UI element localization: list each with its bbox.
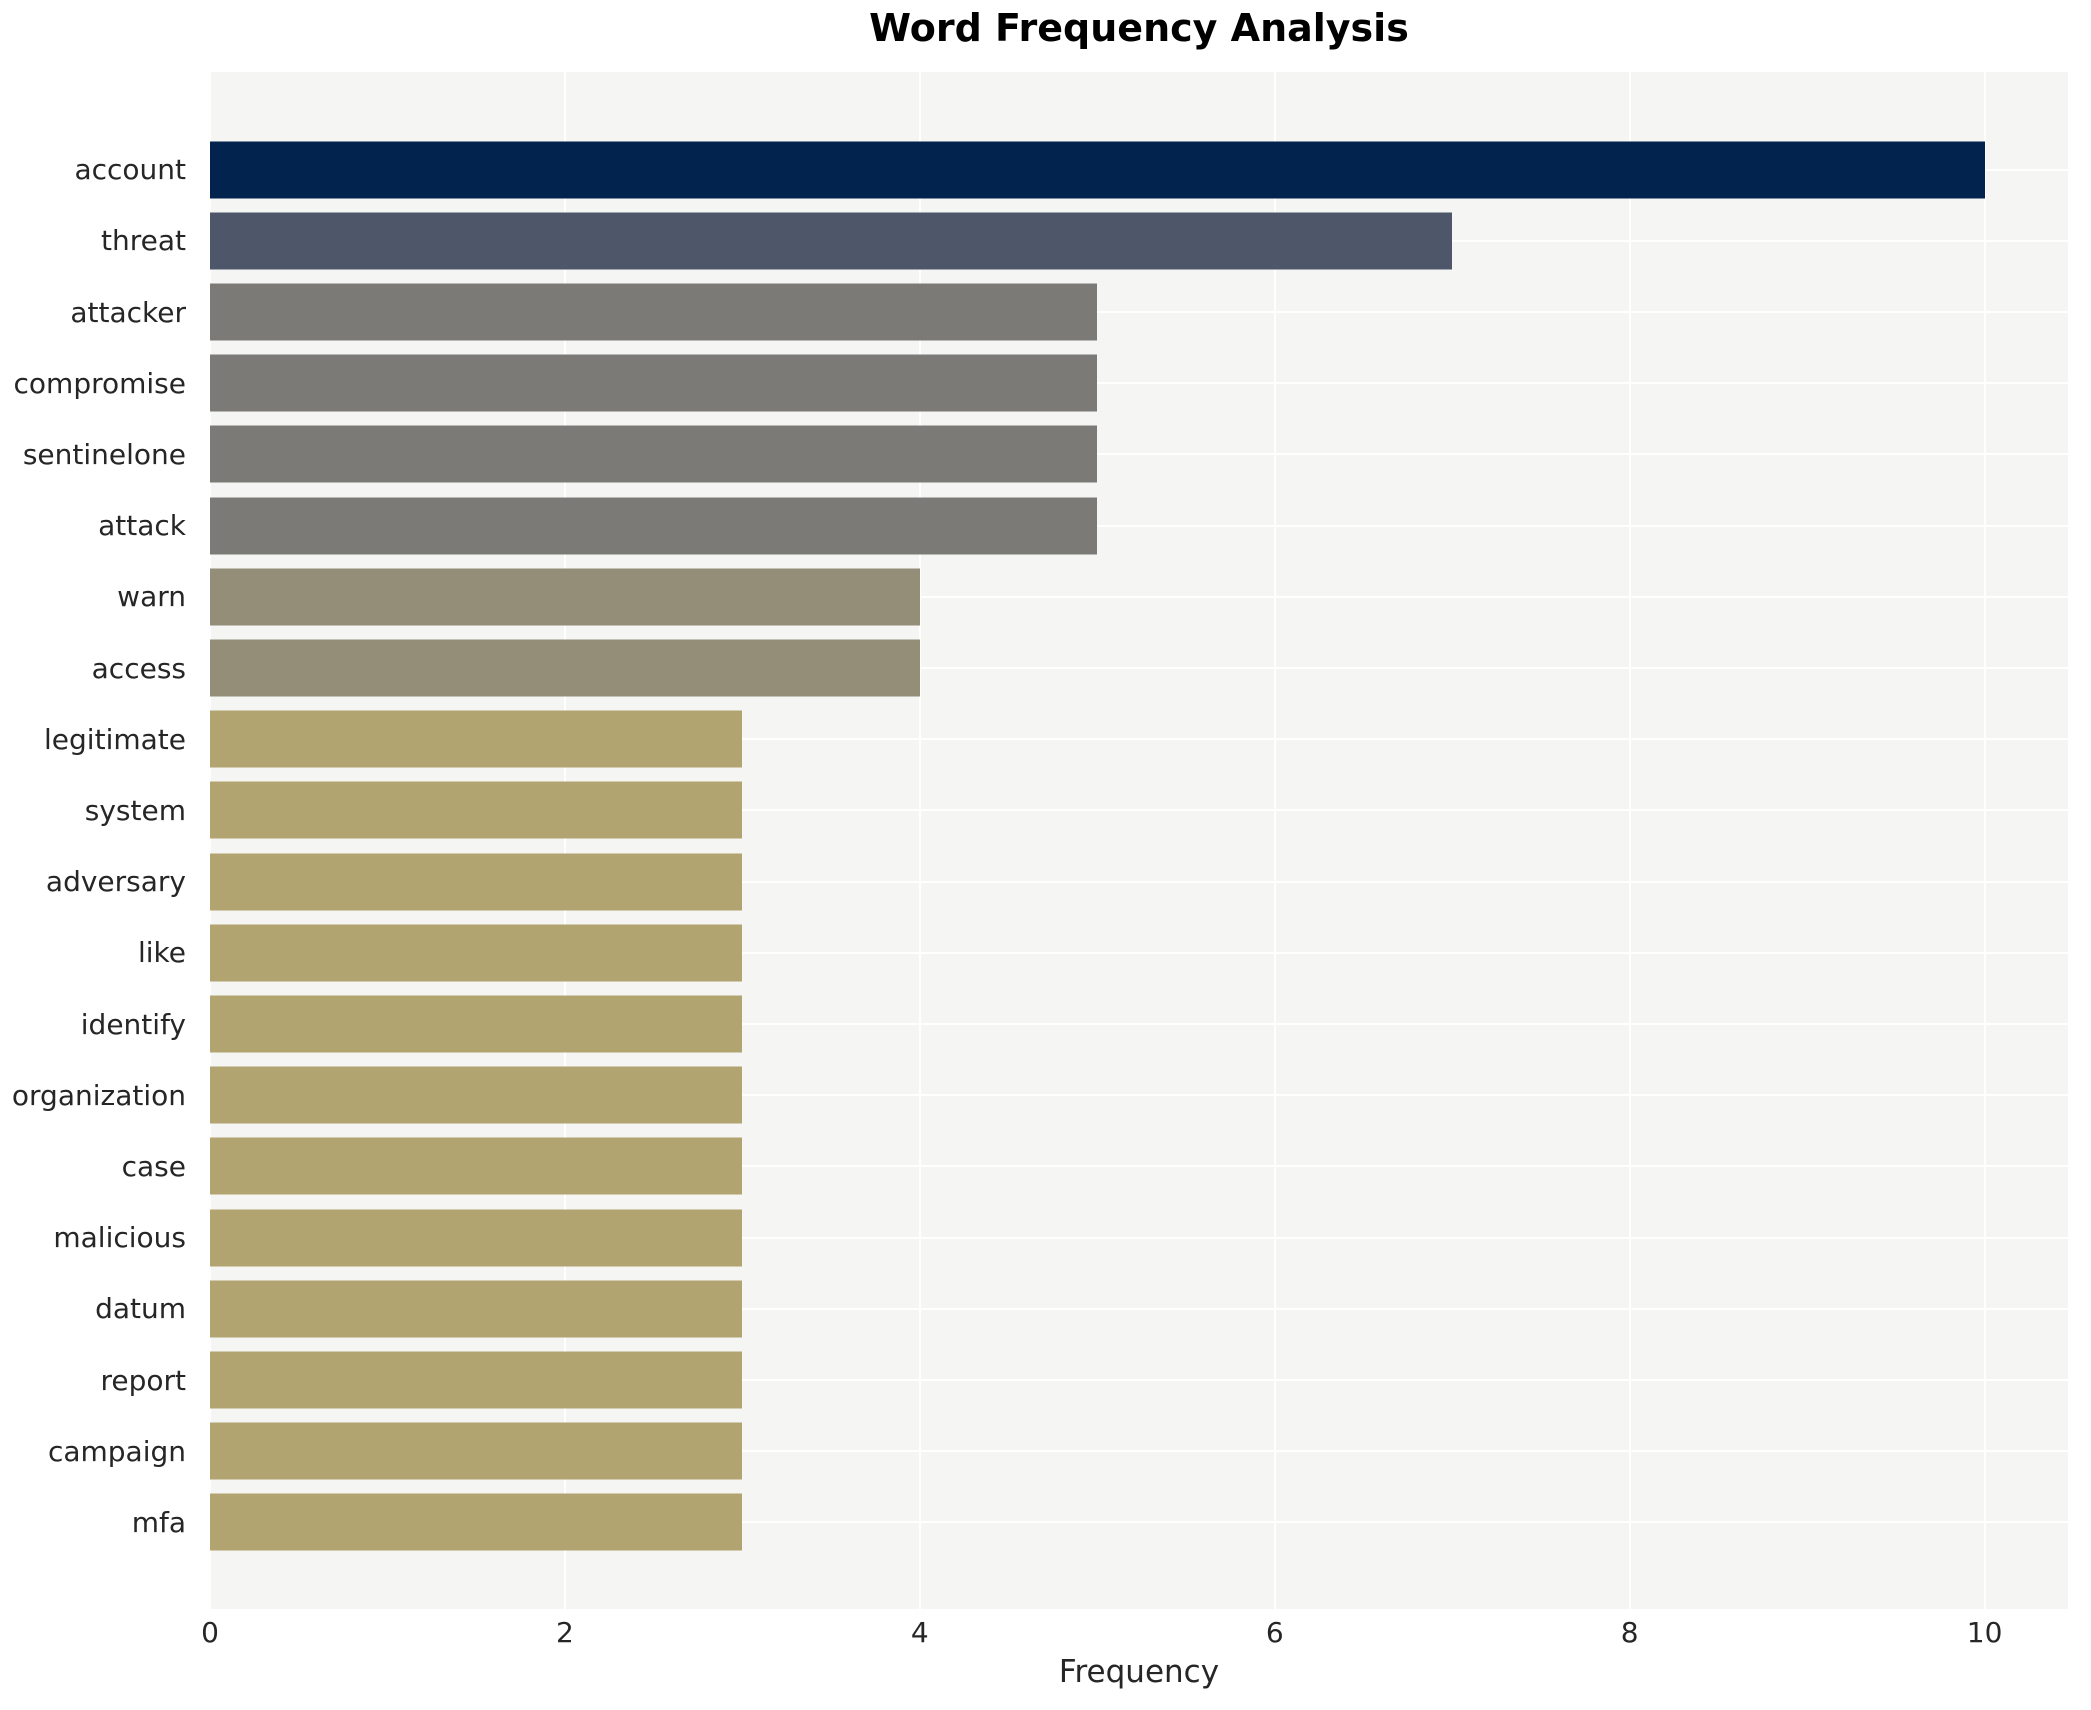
category-label: case (121, 1149, 186, 1183)
x-tick-label: 8 (1620, 1616, 1639, 1649)
category-label: attack (98, 509, 186, 543)
grid-vline (209, 72, 211, 1609)
grid-vline (918, 72, 921, 1609)
category-label: organization (11, 1078, 186, 1112)
category-label: campaign (47, 1434, 186, 1468)
grid-hline (210, 951, 2068, 954)
bar (210, 1422, 743, 1480)
grid-vline (1628, 72, 1631, 1609)
bar (210, 568, 920, 626)
bar (210, 924, 743, 982)
bar (210, 212, 1453, 270)
bar-row (210, 1202, 2068, 1273)
bar-row (210, 1344, 2068, 1415)
chart-title: Word Frequency Analysis (869, 6, 1409, 50)
x-tick-label: 0 (201, 1616, 219, 1649)
bar (210, 1280, 743, 1338)
bar-row (210, 1131, 2068, 1202)
y-axis-labels: account threat attacker compromise sentinelo… (0, 134, 198, 1558)
bar (210, 497, 1098, 555)
bar (210, 354, 1098, 412)
x-axis-title: Frequency (1058, 1654, 1220, 1690)
bar-row (210, 1273, 2068, 1344)
bar (210, 283, 1098, 341)
grid-hline (210, 595, 2068, 598)
bar-row (210, 134, 2068, 205)
grid-hline (210, 880, 2068, 883)
plot-panel (209, 72, 2068, 1609)
category-label: sentinelone (22, 437, 186, 471)
bar-row (210, 988, 2068, 1059)
grid-hline (210, 311, 2068, 313)
category-label: mfa (131, 1505, 186, 1539)
grid-hline (210, 667, 2068, 670)
bar (210, 853, 743, 911)
category-label: malicious (53, 1221, 186, 1255)
bar-row (210, 1416, 2068, 1487)
bar (210, 710, 743, 768)
category-label: legitimate (44, 722, 186, 756)
bar-row (210, 419, 2068, 490)
grid-hline (210, 809, 2068, 812)
category-label: threat (101, 224, 186, 258)
x-axis-ticks: 0 2 4 6 8 10 (201, 1616, 2068, 1652)
bar-row (210, 561, 2068, 632)
x-tick-label: 2 (555, 1616, 574, 1649)
category-label: warn (117, 580, 186, 614)
x-tick-label: 10 (1966, 1616, 2003, 1649)
category-label: identify (80, 1007, 186, 1041)
grid-hline (210, 382, 2068, 385)
bar-row (210, 917, 2068, 988)
bar (210, 1209, 743, 1267)
x-tick-label: 6 (1265, 1616, 1284, 1649)
category-label: like (137, 936, 186, 970)
bar-row (210, 704, 2068, 775)
bar-row (210, 632, 2068, 703)
category-label: access (91, 651, 186, 685)
category-label: datum (95, 1292, 186, 1326)
bar (210, 141, 1985, 199)
bar (210, 1493, 743, 1551)
x-tick-label: 4 (910, 1616, 929, 1649)
category-label: attacker (70, 295, 186, 329)
grid-hline (210, 1521, 2068, 1524)
bar-row (210, 1060, 2068, 1131)
category-label: adversary (45, 865, 186, 899)
category-label: system (84, 793, 186, 827)
category-label: account (74, 153, 186, 187)
grid-hline (210, 738, 2068, 741)
bar-row (210, 775, 2068, 846)
category-label: report (100, 1363, 186, 1397)
bar (210, 1351, 743, 1409)
bar-row (210, 205, 2068, 276)
bar (210, 639, 920, 697)
bar (210, 781, 743, 839)
grid-vline (1273, 72, 1276, 1609)
bar (210, 995, 743, 1053)
grid-hline (210, 453, 2068, 456)
grid-hline (210, 1023, 2068, 1026)
bar-row (210, 1487, 2068, 1558)
bar (210, 1066, 743, 1124)
bar-rows (210, 134, 2068, 1558)
grid-hline (210, 1379, 2068, 1382)
grid-hline (210, 1307, 2068, 1310)
bar-row (210, 276, 2068, 347)
bar-row (210, 490, 2068, 561)
grid-hline (210, 1094, 2068, 1097)
bar-row (210, 348, 2068, 419)
grid-hline (210, 1165, 2068, 1168)
bar (210, 425, 1098, 483)
category-label: compromise (13, 366, 186, 400)
grid-vline (1983, 72, 1986, 1609)
grid-hline (210, 1450, 2068, 1453)
grid-hline (210, 1236, 2068, 1239)
grid-hline (210, 524, 2068, 527)
bar (210, 1137, 743, 1195)
grid-vline (563, 72, 566, 1609)
bar-row (210, 846, 2068, 917)
